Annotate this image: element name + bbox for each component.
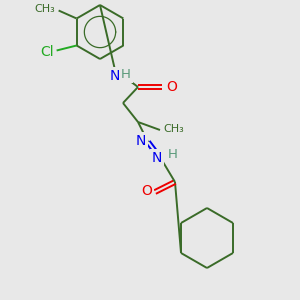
Text: O: O xyxy=(167,80,177,94)
Text: O: O xyxy=(142,184,152,198)
Text: N: N xyxy=(136,134,146,148)
Text: Cl: Cl xyxy=(40,44,53,58)
Text: N: N xyxy=(152,151,162,165)
Text: H: H xyxy=(168,148,178,160)
Text: H: H xyxy=(121,68,131,82)
Text: CH₃: CH₃ xyxy=(35,4,56,14)
Text: N: N xyxy=(110,69,120,83)
Text: CH₃: CH₃ xyxy=(163,124,184,134)
